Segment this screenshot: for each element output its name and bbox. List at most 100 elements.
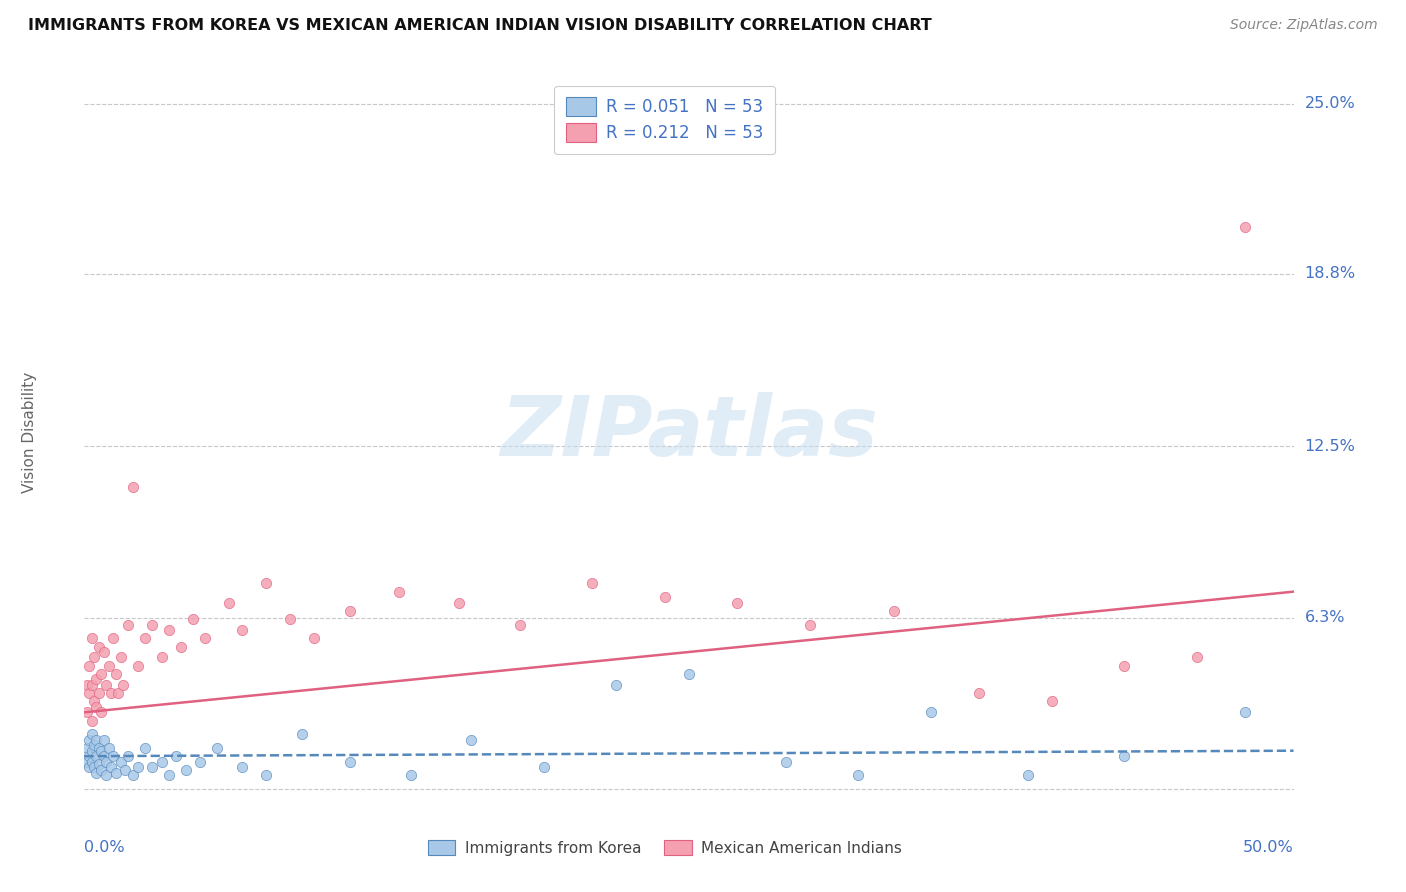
Point [93,732,115,747]
Point [76,755,98,769]
Point [87,741,110,756]
Point [80,678,103,692]
Text: Source: ZipAtlas.com: Source: ZipAtlas.com [1230,18,1378,32]
Point [174,763,197,777]
Text: IMMIGRANTS FROM KOREA VS MEXICAN AMERICAN INDIAN VISION DISABILITY CORRELATION C: IMMIGRANTS FROM KOREA VS MEXICAN AMERICA… [28,18,932,33]
Point [90,706,112,720]
Point [86,673,108,687]
Point [86,749,108,764]
Point [291,727,314,741]
Point [80,632,103,646]
Point [339,604,361,618]
Text: 0.0%: 0.0% [84,840,125,855]
Point [581,576,603,591]
Point [90,667,112,681]
Point [94,768,117,782]
Point [86,765,108,780]
Point [80,755,103,769]
Point [87,757,110,772]
Point [77,760,100,774]
Point [83,650,105,665]
Point [107,686,129,700]
Point [83,694,105,708]
Point [654,590,676,604]
Text: 12.5%: 12.5% [1305,439,1355,454]
Point [77,686,100,700]
Text: 50.0%: 50.0% [1243,840,1294,855]
Point [181,612,204,626]
Point [1114,749,1136,764]
Point [121,480,143,494]
Point [103,632,125,646]
Legend: Immigrants from Korea, Mexican American Indians: Immigrants from Korea, Mexican American … [422,834,908,862]
Point [141,760,163,774]
Point [76,706,98,720]
Point [302,632,325,646]
Point [725,596,748,610]
Point [134,632,156,646]
Point [94,678,117,692]
Point [114,763,136,777]
Point [97,741,120,756]
Point [121,768,143,782]
Point [254,768,277,782]
Point [94,755,117,769]
Point [678,667,700,681]
Point [97,658,120,673]
Point [194,632,217,646]
Point [1234,219,1257,234]
Point [1185,650,1208,665]
Point [1234,706,1257,720]
Point [127,658,149,673]
Point [509,617,531,632]
Point [190,755,212,769]
Point [134,741,156,756]
Point [100,760,122,774]
Point [110,755,132,769]
Text: 18.8%: 18.8% [1305,266,1355,281]
Point [846,768,869,782]
Point [110,650,132,665]
Point [104,765,127,780]
Point [1114,658,1136,673]
Point [103,749,125,764]
Point [77,658,100,673]
Point [883,604,905,618]
Point [150,755,173,769]
Point [231,760,253,774]
Point [278,612,301,626]
Point [218,596,240,610]
Point [254,576,277,591]
Point [207,741,229,756]
Point [104,667,127,681]
Point [1017,768,1039,782]
Point [80,714,103,728]
Point [127,760,149,774]
Point [339,755,361,769]
Point [90,744,112,758]
Point [141,617,163,632]
Point [170,640,193,654]
Point [775,755,797,769]
Point [157,623,180,637]
Point [87,686,110,700]
Point [967,686,990,700]
Point [460,732,482,747]
Point [799,617,821,632]
Point [605,678,627,692]
Point [83,760,105,774]
Text: Vision Disability: Vision Disability [22,372,38,493]
Point [87,640,110,654]
Point [920,706,942,720]
Point [77,749,100,764]
Point [533,760,555,774]
Point [93,749,115,764]
Point [77,732,100,747]
Point [388,584,411,599]
Point [80,727,103,741]
Point [165,749,187,764]
Point [449,596,471,610]
Point [90,763,112,777]
Text: 6.3%: 6.3% [1305,610,1346,625]
Point [83,738,105,752]
